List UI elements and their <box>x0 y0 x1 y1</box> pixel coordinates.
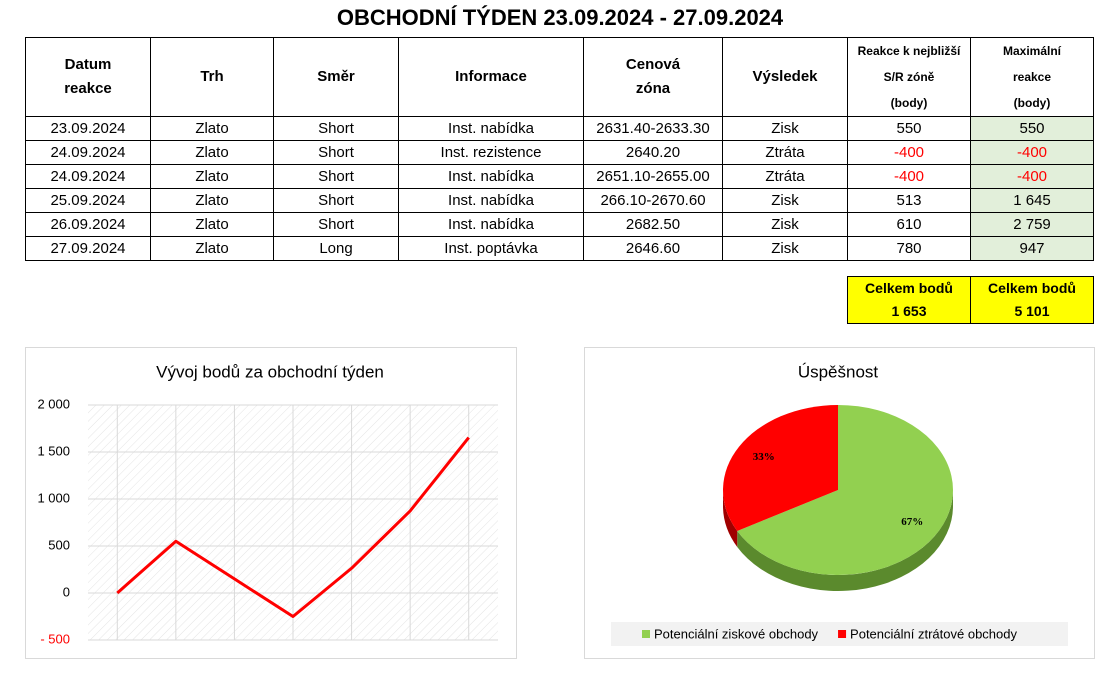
total-value: 1 653 <box>891 303 927 319</box>
table-cell: Zlato <box>150 116 274 141</box>
table-cell: 24.09.2024 <box>25 140 151 165</box>
table-cell: -400 <box>970 140 1094 165</box>
table-cell: 26.09.2024 <box>25 212 151 237</box>
table-body: 23.09.2024 Zlato Short Inst. nabídka 2631.40… <box>25 116 1094 261</box>
table-cell: Zlato <box>150 164 274 189</box>
total-box: Celkem bodů 1 653 <box>847 276 971 324</box>
header-cell: Výsledek <box>722 37 848 117</box>
data-table: Datum reakce Trh Směr Informace Cenová zóna Výs… <box>25 37 1094 261</box>
header-line: reakce <box>1012 70 1052 84</box>
table-cell: Inst. poptávka <box>398 236 584 261</box>
header-line: Reakce k nejbližší <box>857 44 961 58</box>
table-cell: Inst. nabídka <box>398 164 584 189</box>
table-cell: 550 <box>970 116 1094 141</box>
table-cell: Zisk <box>722 212 848 237</box>
table-cell: 266.10-2670.60 <box>583 188 723 213</box>
header-cell: Maximální reakce (body) <box>970 37 1094 117</box>
table-cell: Long <box>273 236 399 261</box>
page-title: OBCHODNÍ TÝDEN 23.09.2024 - 27.09.2024 <box>336 5 784 30</box>
header-line: S/R zóně <box>883 70 935 84</box>
data-label: 67% <box>901 516 923 528</box>
header-line: Maximální <box>1002 44 1062 58</box>
table-cell: 2646.60 <box>583 236 723 261</box>
y-tick-label: 0 <box>63 584 70 599</box>
table-cell: 23.09.2024 <box>25 116 151 141</box>
header-line: zóna <box>635 80 671 97</box>
legend-label: Potenciální ziskové obchody <box>654 626 819 641</box>
table-row: 23.09.2024 Zlato Short Inst. nabídka 2631.40… <box>25 116 1094 141</box>
table-cell: Zisk <box>722 236 848 261</box>
table-row: 27.09.2024 Zlato Long Inst. poptávka 2646.60… <box>25 236 1094 261</box>
total-label: Celkem bodů <box>865 280 953 296</box>
slice-side <box>723 490 738 547</box>
y-tick-label: 1 500 <box>37 443 70 458</box>
header-cell: Cenová zóna <box>583 37 723 117</box>
header-line: (body) <box>1013 96 1051 110</box>
legend-swatch <box>642 630 650 638</box>
header-line: Informace <box>455 68 527 85</box>
total-value: 5 101 <box>1014 303 1050 319</box>
table-row: 24.09.2024 Zlato Short Inst. nabídka 2651.10… <box>25 164 1094 189</box>
header-line: Trh <box>200 68 224 85</box>
header-line: (body) <box>890 96 928 110</box>
table-cell: Zisk <box>722 188 848 213</box>
line-series <box>116 436 470 618</box>
y-tick-label: 1 000 <box>37 490 70 505</box>
table-cell: Short <box>273 116 399 141</box>
slice-side <box>737 490 953 591</box>
header-cell: Datum reakce <box>25 37 151 117</box>
header-cell: Reakce k nejbližší S/R zóně (body) <box>847 37 971 117</box>
pie-slice <box>737 405 954 575</box>
table-cell: Ztráta <box>722 164 848 189</box>
table-cell: Zlato <box>150 236 274 261</box>
header-line: Výsledek <box>752 68 818 85</box>
data-label: 33% <box>753 451 775 463</box>
pie-slice <box>723 405 838 531</box>
table-cell: Short <box>273 140 399 165</box>
header-line: Datum <box>64 56 112 73</box>
table-cell: 2 759 <box>970 212 1094 237</box>
header-line: reakce <box>64 80 112 97</box>
table-row: 24.09.2024 Zlato Short Inst. rezistence 2640… <box>25 140 1094 165</box>
y-tick-label: 500 <box>48 537 70 552</box>
total-label: Celkem bodů <box>988 280 1076 296</box>
total-box: Celkem bodů 5 101 <box>970 276 1094 324</box>
table-cell: Inst. nabídka <box>398 188 584 213</box>
table-cell: 27.09.2024 <box>25 236 151 261</box>
table-cell: 2640.20 <box>583 140 723 165</box>
header-line: Směr <box>317 68 355 85</box>
table-cell: 947 <box>970 236 1094 261</box>
legend-swatch <box>838 630 847 638</box>
table-row: 26.09.2024 Zlato Short Inst. nabídka 2682.50… <box>25 212 1094 237</box>
legend-label: Potenciální ztrátové obchody <box>850 626 1017 641</box>
table-cell: Short <box>273 188 399 213</box>
y-tick-label: - 500 <box>40 631 70 646</box>
header-line: Cenová <box>625 56 681 73</box>
table-cell: 24.09.2024 <box>25 164 151 189</box>
table-cell: Zlato <box>150 140 274 165</box>
header-row: Datum reakce Trh Směr Informace Cenová zóna Výs… <box>25 37 1094 117</box>
table-cell: Ztráta <box>722 140 848 165</box>
chart-title: Úspěšnost <box>798 362 879 381</box>
table-cell: Inst. nabídka <box>398 116 584 141</box>
table-cell: Inst. rezistence <box>398 140 584 165</box>
header-cell: Informace <box>398 37 584 117</box>
table-cell: Zlato <box>150 212 274 237</box>
chart-title: Vývoj bodů za obchodní týden <box>156 362 384 381</box>
table-cell: 513 <box>847 188 971 213</box>
table-cell: -400 <box>970 164 1094 189</box>
y-tick-label: 2 000 <box>37 396 70 411</box>
table-cell: 2631.40-2633.30 <box>583 116 723 141</box>
table-cell: Inst. nabídka <box>398 212 584 237</box>
